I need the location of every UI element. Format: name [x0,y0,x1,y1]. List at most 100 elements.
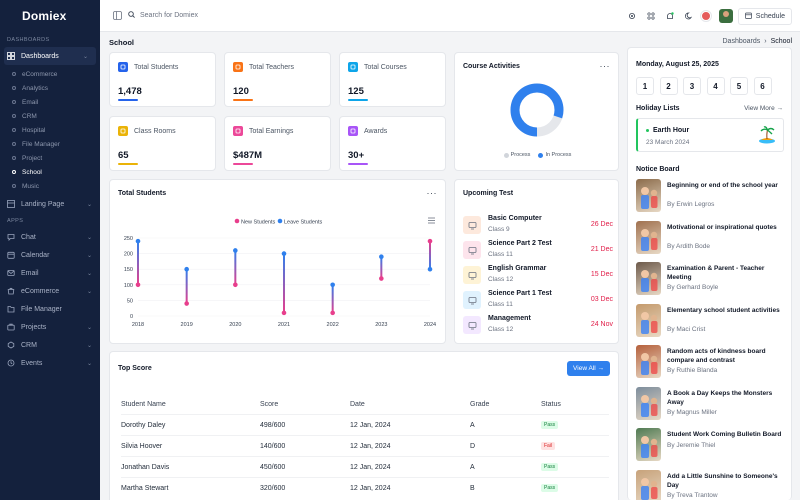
holiday-card[interactable]: Earth Hour 23 March 2024 [636,118,784,152]
search-input[interactable]: Search for Domiex [140,12,198,19]
leave-students-point[interactable] [135,238,141,244]
view-more-link[interactable]: View More → [744,105,783,112]
sidebar-item-chat[interactable]: Chat ⌄ [0,228,100,246]
calendar-day[interactable]: 3 [683,77,701,95]
sidebar-toggle-icon[interactable] [113,11,122,22]
new-students-point[interactable] [330,310,335,316]
dark-mode-moon-icon[interactable] [680,7,698,25]
schedule-button[interactable]: Schedule [737,7,792,25]
sidebar-item-crm[interactable]: CRM ⌄ [0,336,100,354]
notice-title[interactable]: Examination & Parent - Teacher Meeting [667,265,765,281]
notice-title[interactable]: Beginning or end of the school year [667,182,778,189]
calendar-day[interactable]: 2 [659,77,678,95]
sidebar-item-email[interactable]: Email ⌄ [0,264,100,282]
upcoming-test-item[interactable]: English Grammar Class 12 15 Dec [463,264,613,286]
column-header[interactable]: Date [350,400,365,408]
sidebar-subitem-school[interactable]: School [0,165,100,179]
total-students-chart: New Students Leave Students 250 200 150 100 50… [124,217,436,328]
new-students-point[interactable] [184,301,189,306]
table-header: Student Name Score Date Grade Status [121,394,609,414]
card-title: Total Students [118,190,167,197]
view-all-button[interactable]: View All → [567,361,610,376]
calendar-day[interactable]: 5 [730,77,748,95]
chevron-down-icon: ⌄ [86,201,92,208]
notice-item[interactable]: Beginning or end of the school year By Er… [636,179,786,213]
chevron-down-icon: ⌄ [86,360,92,367]
column-header[interactable]: Status [541,400,561,408]
leave-students-point[interactable] [233,248,238,253]
sidebar-item-events[interactable]: Events ⌄ [0,354,100,372]
leave-students-point[interactable] [427,266,433,272]
upcoming-test-item[interactable]: Science Part 1 Test Class 11 03 Dec [463,289,613,311]
sidebar-item-calendar[interactable]: Calendar ⌄ [0,246,100,264]
status-badge: Pass [541,463,559,471]
clock-icon [7,359,15,367]
new-students-point[interactable] [135,282,141,288]
sidebar-subitem-project[interactable]: Project [0,151,100,165]
leave-students-point[interactable] [379,254,384,260]
sidebar-item-ecommerce[interactable]: eCommerce ⌄ [0,282,100,300]
sidebar-subitem-ecommerce[interactable]: eCommerce [0,67,100,81]
sidebar-subitem-crm[interactable]: CRM [0,109,100,123]
notice-title[interactable]: Add a Little Sunshine to Someone's Day [667,472,778,489]
notice-title[interactable]: Motivational or inspirational quotes [667,223,777,231]
sidebar-item-dashboards[interactable]: Dashboards ⌄ [4,47,96,65]
new-students-point[interactable] [281,310,287,316]
notice-title[interactable]: Random acts of kindness board compare an… [667,348,766,364]
notice-title[interactable]: Elementary school student activities [667,306,780,314]
chart-menu-icon[interactable] [428,217,435,224]
calendar-day[interactable]: 6 [753,77,772,95]
leave-students-point[interactable] [281,251,287,256]
sidebar-item-projects[interactable]: Projects ⌄ [0,318,100,336]
settings-icon[interactable] [623,7,641,25]
chart-icon [463,316,481,334]
book-icon [463,266,481,284]
sidebar-subitem-email[interactable]: Email [0,95,100,109]
notice-title[interactable]: A Book a Day Keeps the Monsters Away [667,389,773,406]
brand-logo[interactable]: Domiex [0,0,100,32]
search-bar[interactable]: Search for Domiex [128,11,198,20]
sidebar-subitem-hospital[interactable]: Hospital [0,123,100,137]
calendar-day[interactable]: 4 [706,77,725,95]
new-students-point[interactable] [427,238,433,244]
y-tick-label: 100 [124,283,133,289]
legend-label[interactable]: New Students [241,220,275,226]
sidebar-item-label: Calendar [21,251,50,259]
more-options-icon[interactable]: ··· [426,188,437,198]
legend-label[interactable]: Leave Students [284,220,322,226]
notice-item[interactable]: Add a Little Sunshine to Someone's Day By… [636,469,786,500]
upcoming-test-item[interactable]: Basic Computer Class 9 26 Dec [463,214,613,236]
new-students-point[interactable] [233,282,238,288]
notice-title[interactable]: Student Work Coming Bulletin Board [667,431,782,438]
column-header[interactable]: Grade [470,400,490,408]
breadcrumb-dashboards[interactable]: Dashboards [722,38,761,45]
bullet-icon [12,156,16,160]
notice-item[interactable]: Motivational or inspirational quotes By A… [636,220,786,255]
notice-item[interactable]: Student Work Coming Bulletin Board By Jer… [636,428,786,462]
leave-students-point[interactable] [330,282,335,288]
user-avatar[interactable] [718,9,733,23]
stat-value: 120 [233,86,249,97]
sidebar-item-file-manager[interactable]: File Manager [0,300,100,318]
language-flag-icon[interactable] [700,11,711,21]
sidebar-item-landing-page[interactable]: Landing Page ⌄ [0,195,100,213]
calendar-day[interactable]: 1 [636,77,654,95]
notice-item[interactable]: A Book a Day Keeps the Monsters Away By M… [636,386,786,421]
notice-item[interactable]: Examination & Parent - Teacher Meeting By… [636,262,786,296]
notice-item[interactable]: Elementary school student activities By M… [636,303,786,338]
column-header[interactable]: Score [260,400,279,408]
sidebar-subitem-file-manager[interactable]: File Manager [0,137,100,151]
upcoming-test-item[interactable]: Science Part 2 Test Class 11 21 Dec [463,239,613,261]
column-header[interactable]: Student Name [121,400,166,408]
bullet-icon [12,170,16,174]
upcoming-test-item[interactable]: Management Class 12 24 Nov [463,314,613,336]
sidebar-subitem-analytics[interactable]: Analytics [0,81,100,95]
new-students-point[interactable] [379,276,384,281]
apps-grid-icon[interactable] [642,7,660,25]
notification-bell-icon[interactable] [661,7,679,25]
sidebar-subitem-music[interactable]: Music [0,179,100,193]
more-options-icon[interactable]: ··· [599,61,610,71]
leave-students-point[interactable] [184,266,189,272]
sidebar-item-label: Email [21,269,39,277]
notice-item[interactable]: Random acts of kindness board compare an… [636,345,786,379]
